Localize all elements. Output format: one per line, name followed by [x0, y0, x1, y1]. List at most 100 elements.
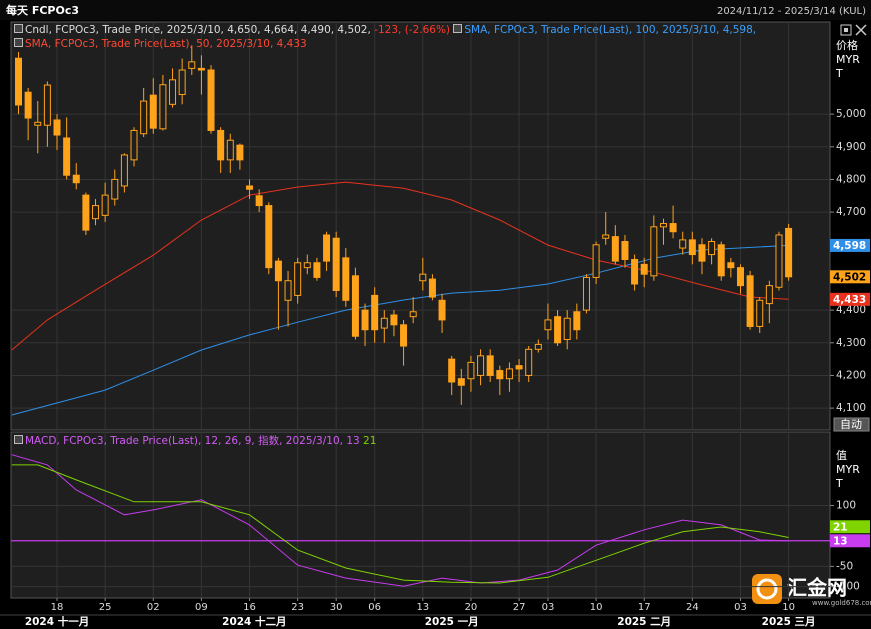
series-line — [11, 464, 789, 584]
x-tick-label: 17 — [638, 602, 651, 613]
candle-body — [63, 137, 71, 176]
close-button[interactable] — [855, 24, 867, 36]
series-line — [11, 181, 789, 351]
title-bar — [0, 0, 871, 20]
x-tick-label: 06 — [368, 602, 381, 613]
candle-body — [554, 316, 562, 344]
candle-body — [785, 227, 793, 278]
candle-body — [207, 69, 215, 131]
candle-body — [265, 205, 273, 269]
x-tick-label: 25 — [99, 602, 112, 613]
candle-body — [332, 237, 340, 292]
auto-button[interactable] — [833, 417, 870, 432]
candle-body — [303, 262, 311, 269]
candle-body — [284, 280, 292, 301]
candle-body — [631, 258, 639, 285]
candle-body — [169, 79, 177, 105]
candle-body — [92, 205, 100, 220]
watermark-name: 汇金网 — [787, 576, 847, 600]
legend-entry: SMA, FCPOc3, Trade Price(Last), 100, 202… — [464, 24, 757, 36]
legend-value: 13 — [346, 435, 360, 447]
last-value-label: 4,502 — [833, 271, 866, 283]
maximize-button[interactable] — [840, 24, 852, 36]
x-tick-label: 02 — [147, 602, 160, 613]
candle-body — [448, 358, 456, 383]
watermark-logo — [752, 574, 782, 604]
candle-body — [120, 154, 128, 187]
last-value-label: 4,433 — [833, 294, 866, 306]
candle-body — [544, 319, 552, 331]
x-tick-label: 10 — [590, 602, 603, 613]
series-line — [11, 454, 789, 587]
candle-body — [197, 67, 205, 71]
candle-body — [255, 195, 263, 207]
candle-body — [457, 378, 465, 386]
y-axis-label: 值 — [836, 449, 847, 462]
candle-body — [236, 144, 244, 161]
y-tick-label: 4,900 — [836, 141, 866, 153]
candle-body — [149, 94, 157, 129]
candle-body — [563, 317, 571, 341]
last-value-badge — [830, 238, 870, 252]
candle-body — [659, 223, 667, 228]
candle-body — [688, 239, 696, 256]
candle-body — [621, 241, 629, 260]
candle-body — [43, 84, 51, 126]
candle-body — [467, 361, 475, 380]
candle-body — [82, 194, 90, 231]
legend-entry: MACD, FCPOc3, Trade Price(Last), 12, 26,… — [25, 435, 343, 447]
candle-body — [602, 234, 610, 239]
candle-body — [419, 273, 427, 282]
x-tick-label: 20 — [465, 602, 478, 613]
candle-body — [351, 275, 359, 337]
y-tick-label: -50 — [836, 560, 853, 572]
y-tick-label: 5,000 — [836, 108, 866, 120]
legend-value: 21 — [363, 435, 377, 447]
macd-panel — [10, 431, 831, 599]
candle-body — [188, 61, 196, 69]
candle-body — [534, 343, 542, 350]
x-group-label: 2025 二月 — [617, 616, 671, 628]
last-value-badge — [830, 292, 870, 306]
x-tick-label: 13 — [416, 602, 429, 613]
candle-body — [72, 174, 80, 184]
candle-body — [736, 267, 744, 287]
y-axis-label: MYR — [836, 53, 860, 66]
last-value-label: 13 — [833, 535, 848, 547]
x-group-label: 2025 三月 — [762, 616, 816, 628]
last-value-badge — [830, 534, 870, 548]
candle-body — [313, 262, 321, 278]
macd-legend: MACD, FCPOc3, Trade Price(Last), 12, 26,… — [14, 434, 376, 448]
candle-body — [640, 263, 648, 275]
candle-body — [592, 244, 600, 278]
candle-body — [371, 294, 379, 331]
candle-body — [226, 139, 234, 161]
x-tick-label: 24 — [686, 602, 699, 613]
candle-body — [15, 57, 23, 106]
legend-icon — [14, 24, 23, 33]
candle-body — [515, 365, 523, 370]
candle-body — [111, 178, 119, 200]
y-tick-label: 4,400 — [836, 304, 866, 316]
legend-entry: SMA, FCPOc3, Trade Price(Last), 50, 2025… — [25, 38, 307, 50]
y-tick-label: 4,300 — [836, 337, 866, 349]
candle-body — [342, 257, 350, 301]
auto-button-label: 自动 — [840, 418, 862, 431]
price-legend-line-2: SMA, FCPOc3, Trade Price(Last), 50, 2025… — [14, 37, 307, 51]
candle-body — [294, 262, 302, 296]
window-title: 每天 FCPOc3 — [6, 3, 79, 17]
watermark-url: www.gold678.com — [812, 599, 871, 607]
candle-body — [756, 299, 764, 327]
maximize-icon — [844, 28, 848, 32]
candle-body — [496, 370, 504, 380]
candle-body — [159, 84, 167, 130]
candle-body — [708, 241, 716, 256]
candle-body — [650, 226, 658, 277]
candle-body — [669, 223, 677, 233]
candle-body — [698, 244, 706, 262]
y-tick-label: -100 — [836, 581, 860, 593]
y-axis-label: MYR — [836, 463, 860, 476]
candle-body — [505, 368, 513, 380]
y-tick-label: 4,200 — [836, 369, 866, 381]
